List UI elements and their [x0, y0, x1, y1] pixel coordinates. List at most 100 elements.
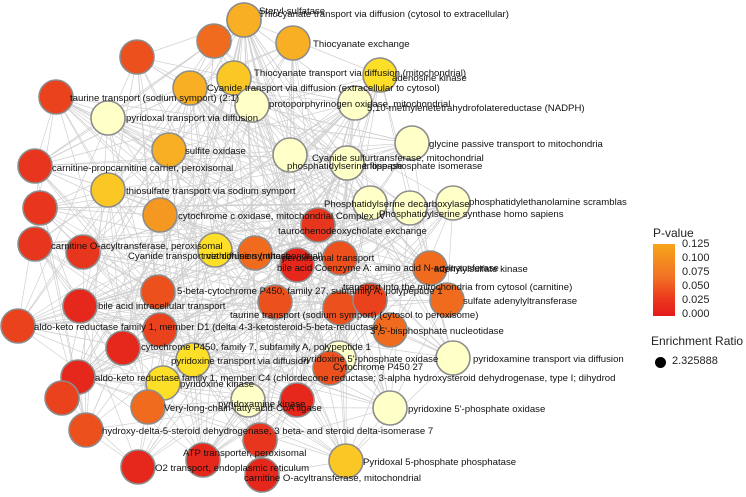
network-edge	[82, 251, 371, 301]
network-node[interactable]	[62, 288, 98, 324]
node-label: Thiocyanate exchange	[313, 39, 410, 50]
network-node[interactable]	[352, 282, 388, 318]
node-label: taurochenodeoxycholate exchange	[278, 226, 427, 237]
network-edge	[243, 19, 356, 104]
network-edge	[39, 207, 161, 216]
network-edge	[192, 359, 263, 476]
network-edge	[292, 42, 319, 226]
network-node[interactable]	[172, 70, 208, 106]
node-label: carnitine O-acyltransferase, mitochondri…	[244, 473, 421, 484]
network-node[interactable]	[312, 350, 348, 386]
network-edge	[162, 357, 340, 384]
network-node[interactable]	[142, 197, 178, 233]
node-label: sulfate adenylyltransferase	[463, 296, 577, 307]
network-node[interactable]	[372, 390, 408, 426]
network-node[interactable]	[435, 185, 471, 221]
node-label: Cytochrome P450 27	[333, 362, 423, 373]
network-edge	[214, 249, 341, 309]
network-node[interactable]	[237, 235, 273, 271]
node-label: Thiocyanate transport via diffusion (cyt…	[259, 9, 509, 20]
network-edge	[55, 96, 261, 441]
network-node[interactable]	[362, 57, 398, 93]
network-node[interactable]	[226, 2, 262, 38]
network-edge	[233, 77, 331, 369]
network-node[interactable]	[65, 234, 101, 270]
network-edge	[55, 96, 448, 301]
node-label: pyridoxamine transport via diffusion	[473, 354, 624, 365]
node-label: bile acid intracellular transport	[98, 301, 226, 312]
network-node[interactable]	[279, 382, 315, 418]
network-edge	[189, 87, 341, 309]
network-edge	[251, 104, 298, 401]
node-label: peroxisomal transport	[282, 253, 375, 264]
network-edge	[107, 117, 149, 408]
node-label: adenylylsulfate kinase	[434, 264, 528, 275]
network-node[interactable]	[230, 382, 266, 418]
network-edge	[85, 77, 235, 431]
network-node[interactable]	[0, 308, 36, 344]
network-node[interactable]	[352, 185, 388, 221]
network-edge	[157, 102, 356, 293]
node-label: adenosine kinase	[392, 73, 467, 84]
network-edge	[214, 249, 347, 462]
node-label: cytochrome c oxidase, mitochondrial Comp…	[178, 211, 386, 222]
network-node[interactable]	[197, 232, 233, 268]
network-node[interactable]	[372, 312, 408, 348]
network-node[interactable]	[328, 443, 364, 479]
network-node[interactable]	[175, 342, 211, 378]
network-node[interactable]	[90, 100, 126, 136]
network-node[interactable]	[429, 282, 465, 318]
node-label: carnitine-propcarnitine carrier, peroxis…	[52, 163, 233, 174]
network-node[interactable]	[119, 39, 155, 75]
network-node[interactable]	[44, 380, 80, 416]
network-edge	[77, 74, 381, 378]
network-node[interactable]	[394, 125, 430, 161]
network-edge	[338, 202, 371, 359]
network-node[interactable]	[90, 172, 126, 208]
network-node[interactable]	[234, 87, 270, 123]
network-node[interactable]	[196, 23, 232, 59]
network-node[interactable]	[22, 190, 58, 226]
network-node[interactable]	[105, 330, 141, 366]
network-node[interactable]	[130, 389, 166, 425]
network-node[interactable]	[244, 457, 280, 493]
network-node[interactable]	[38, 79, 74, 115]
network-node[interactable]	[272, 137, 308, 173]
network-node[interactable]	[435, 340, 471, 376]
node-label: phosphatidylserine flippase	[287, 161, 403, 172]
network-edge	[39, 207, 139, 468]
network-edge	[338, 202, 454, 359]
network-node[interactable]	[185, 442, 221, 478]
network-node[interactable]	[275, 25, 311, 61]
network-edge	[77, 376, 347, 462]
network-edge	[274, 202, 371, 303]
network-edge	[82, 251, 261, 441]
network-node[interactable]	[322, 240, 358, 276]
node-label: 5,10-methylenetetrahydrofolatereductase …	[367, 103, 585, 114]
network-node[interactable]	[392, 190, 428, 226]
network-node[interactable]	[17, 226, 53, 262]
network-edge	[274, 301, 347, 462]
node-label: glycine passive transport to mitochondri…	[429, 139, 604, 150]
network-node[interactable]	[120, 449, 156, 485]
network-node[interactable]	[329, 145, 365, 181]
network-edge	[17, 325, 204, 461]
network-node[interactable]	[216, 60, 252, 96]
network-edge	[189, 87, 448, 301]
node-label: taurine transport (sodium symport) (cyto…	[230, 310, 478, 321]
network-node[interactable]	[337, 85, 373, 121]
network-edge	[159, 329, 391, 409]
network-node[interactable]	[300, 207, 336, 243]
network-node[interactable]	[242, 422, 278, 458]
network-edge	[389, 299, 448, 409]
network-node[interactable]	[142, 312, 178, 348]
network-edge	[34, 165, 159, 293]
network-node[interactable]	[257, 284, 293, 320]
network-node[interactable]	[151, 132, 187, 168]
network-node[interactable]	[279, 247, 315, 283]
network-node[interactable]	[17, 148, 53, 184]
network-node[interactable]	[412, 250, 448, 286]
network-node[interactable]	[140, 274, 176, 310]
network-node[interactable]	[68, 412, 104, 448]
node-label: Cyanide transport via diffusion (mitocho…	[128, 251, 323, 262]
